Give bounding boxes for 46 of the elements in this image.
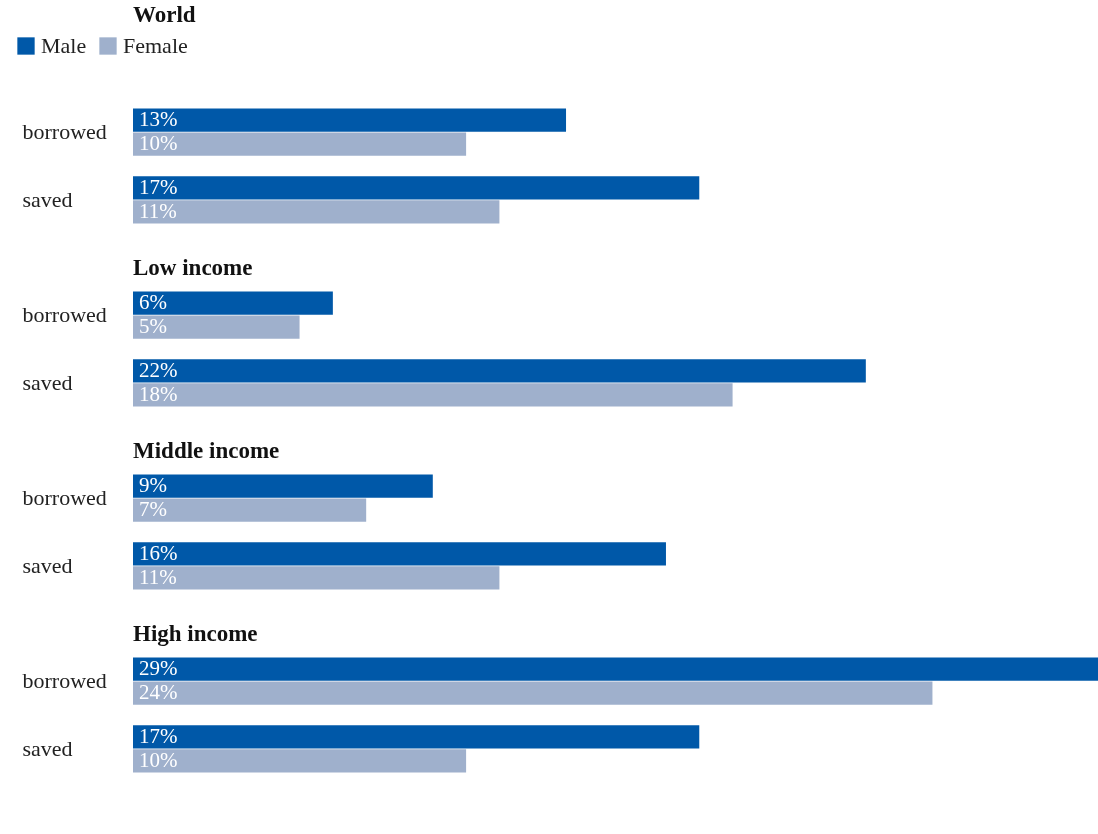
data-label: 13% xyxy=(139,107,178,132)
data-label: 22% xyxy=(139,357,178,382)
bar xyxy=(133,725,700,749)
data-label: 5% xyxy=(139,314,167,339)
data-label: 11% xyxy=(139,198,177,223)
y-tick-label: saved xyxy=(22,369,73,395)
bar xyxy=(133,542,666,566)
y-tick-label: borrowed xyxy=(22,302,107,328)
data-label: 29% xyxy=(139,656,178,681)
data-label: 18% xyxy=(139,381,178,406)
data-label: 10% xyxy=(139,747,178,772)
legend-label: Female xyxy=(123,33,188,58)
y-tick-label: borrowed xyxy=(22,485,107,511)
chart-title: Low income xyxy=(133,255,253,280)
data-label: 10% xyxy=(139,131,178,156)
bar xyxy=(133,657,1098,681)
bar xyxy=(133,474,433,498)
data-label: 16% xyxy=(139,540,178,565)
bar xyxy=(133,200,500,224)
y-tick-label: borrowed xyxy=(22,119,107,145)
y-tick-label: saved xyxy=(22,552,73,578)
bar xyxy=(133,498,367,522)
data-label: 11% xyxy=(139,564,177,589)
data-label: 17% xyxy=(139,723,178,748)
bar xyxy=(133,132,467,156)
legend-label: Male xyxy=(41,33,87,58)
data-label: 24% xyxy=(139,680,178,705)
chart-title: World xyxy=(133,2,196,27)
bar xyxy=(133,359,866,383)
data-label: 9% xyxy=(139,473,167,498)
chart-title: Middle income xyxy=(133,438,280,463)
bar xyxy=(133,383,733,407)
y-tick-label: borrowed xyxy=(22,668,107,694)
data-label: 7% xyxy=(139,497,167,522)
data-label: 6% xyxy=(139,290,167,315)
y-tick-label: saved xyxy=(22,735,73,761)
bar xyxy=(133,681,933,705)
bar xyxy=(133,566,500,590)
data-label: 17% xyxy=(139,174,178,199)
bar xyxy=(133,749,467,773)
bar xyxy=(133,108,567,132)
bar xyxy=(133,176,700,200)
bar xyxy=(133,291,333,315)
chart-title: High income xyxy=(133,621,258,646)
bar xyxy=(133,315,300,339)
y-tick-label: saved xyxy=(22,186,73,212)
